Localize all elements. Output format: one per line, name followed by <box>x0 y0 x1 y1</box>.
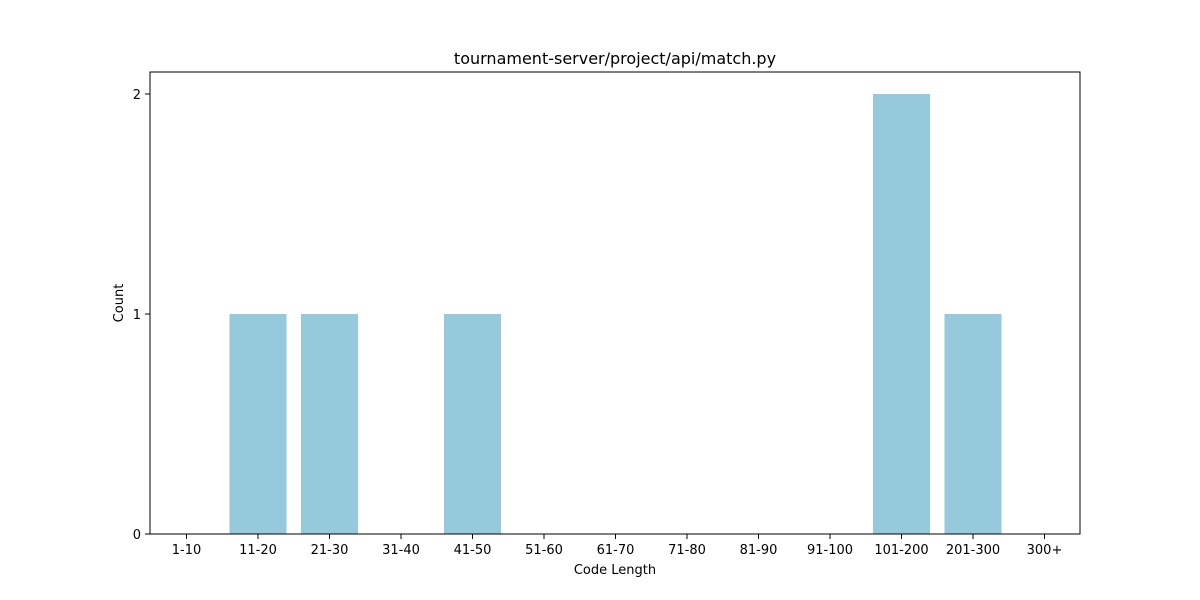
y-tick-label: 0 <box>133 528 141 543</box>
x-tick-label: 101-200 <box>874 543 928 558</box>
x-tick-label: 61-70 <box>597 543 635 558</box>
x-tick-label: 300+ <box>1027 543 1063 558</box>
x-tick-label: 91-100 <box>807 543 853 558</box>
x-axis-title: Code Length <box>574 563 656 578</box>
y-tick-label: 1 <box>133 308 141 323</box>
chart-title: tournament-server/project/api/match.py <box>454 49 776 68</box>
y-tick-label: 2 <box>133 88 141 103</box>
x-tick-label: 51-60 <box>525 543 563 558</box>
bar-101-200 <box>873 94 930 534</box>
x-tick-label: 201-300 <box>946 543 1000 558</box>
bar-11-20 <box>230 314 287 534</box>
bar-21-30 <box>301 314 358 534</box>
y-axis-title: Count <box>112 284 127 323</box>
x-tick-label: 81-90 <box>740 543 778 558</box>
x-tick-label: 31-40 <box>382 543 420 558</box>
x-tick-label: 21-30 <box>311 543 349 558</box>
x-tick-label: 71-80 <box>668 543 706 558</box>
bar-201-300 <box>945 314 1002 534</box>
bar-41-50 <box>444 314 501 534</box>
x-tick-label: 11-20 <box>239 543 277 558</box>
x-tick-label: 1-10 <box>172 543 202 558</box>
x-tick-label: 41-50 <box>454 543 492 558</box>
